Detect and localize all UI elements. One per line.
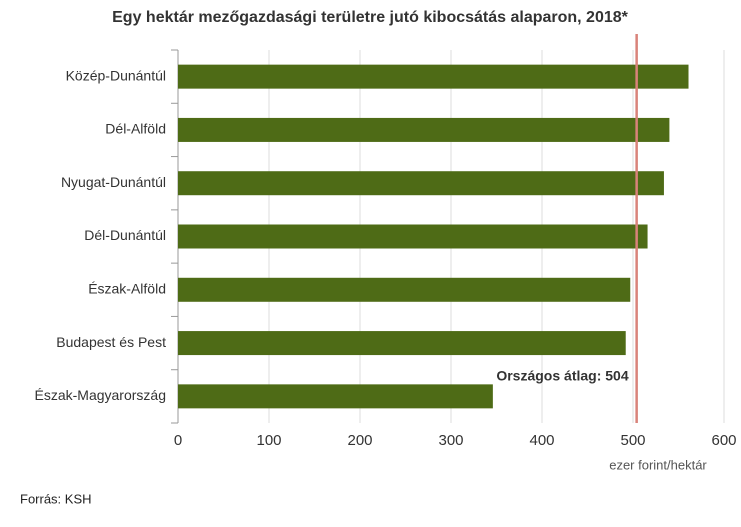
bar [178,117,670,142]
y-tick-label: Dél-Dunántúl [84,227,166,243]
bar [178,64,689,89]
bar [178,331,626,356]
x-tick-label: 300 [438,432,463,449]
x-tick-label: 600 [711,432,736,449]
y-tick-label: Észak-Alföld [88,280,166,296]
x-tick-label: 0 [174,432,182,449]
chart-title: Egy hektár mezőgazdasági területre jutó … [112,9,629,26]
x-tick-label: 500 [620,432,645,449]
x-tick-label: 100 [256,432,281,449]
y-tick-label: Észak-Magyarország [35,387,167,403]
reference-label: Országos átlag: 504 [496,368,628,384]
y-tick-label: Közép-Dunántúl [66,67,166,83]
bar [178,384,493,409]
y-tick-label: Nyugat-Dunántúl [61,174,166,190]
bar [178,224,648,249]
y-tick-label: Dél-Alföld [105,121,166,137]
bar [178,171,664,196]
y-tick-label: Budapest és Pest [56,334,166,350]
x-tick-label: 200 [347,432,372,449]
bar [178,277,631,302]
footer: Forrás: KSH [20,491,92,506]
x-axis-label: ezer forint/hektár [609,457,707,472]
x-tick-label: 400 [529,432,554,449]
